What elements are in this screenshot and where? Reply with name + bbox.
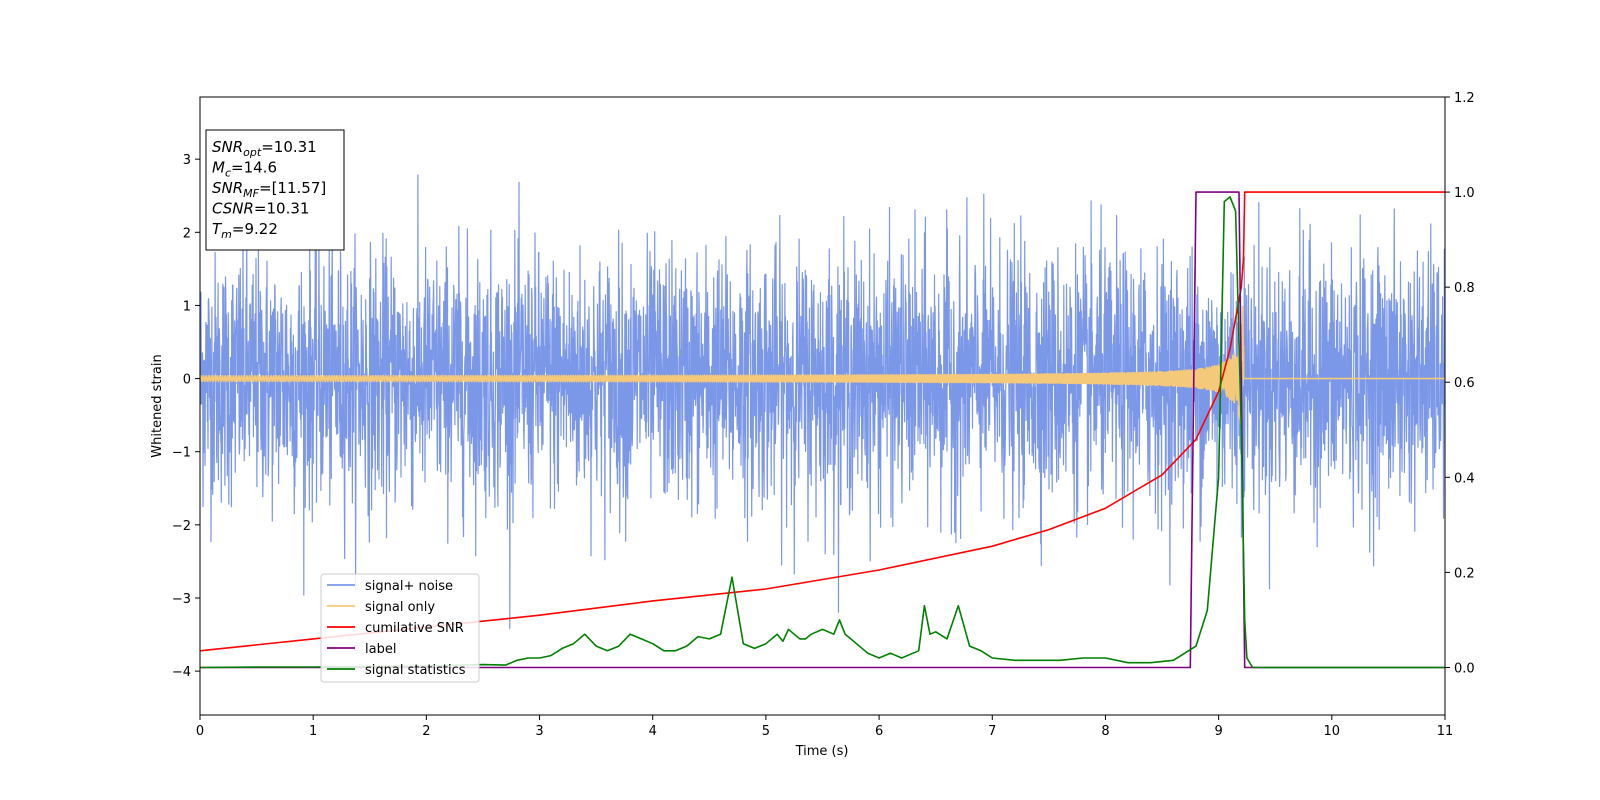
info-symbol: T	[212, 220, 223, 238]
info-symbol: SNR	[212, 138, 243, 156]
info-value: =[11.57]	[259, 179, 326, 197]
x-tick-label: 3	[535, 724, 543, 739]
series-signal-noise-line	[200, 174, 1445, 630]
y2-tick-label: 0.8	[1454, 281, 1475, 296]
y2-tick-label: 1.0	[1454, 186, 1475, 201]
info-box-frame	[205, 129, 345, 251]
plot-frame	[199, 96, 1446, 716]
x-tick-label: 1	[309, 724, 317, 739]
y-axis-right: 0.0 0.2 0.4 0.6 0.8 1.0 1.2	[1445, 91, 1475, 676]
info-subscript: opt	[243, 146, 262, 159]
info-line: CSNR=10.31	[212, 200, 309, 218]
x-axis-label: Time (s)	[795, 744, 849, 759]
info-value: =10.31	[254, 200, 310, 218]
y2-tick-label: 0.4	[1454, 471, 1475, 486]
x-tick-label: 8	[1101, 724, 1109, 739]
series-signal-only-line	[200, 305, 1445, 430]
info-symbol: M	[212, 159, 225, 177]
y-tick-label: −3	[172, 592, 191, 607]
y-axis-label: Whitened strain	[150, 354, 165, 457]
legend-frame	[320, 573, 480, 683]
legend-label: cumilative SNR	[365, 621, 464, 636]
x-tick-label: 4	[649, 724, 657, 739]
y-tick-label: −4	[172, 665, 191, 680]
y2-tick-label: 1.2	[1454, 91, 1475, 106]
x-tick-label: 6	[875, 724, 883, 739]
x-tick-label: 10	[1324, 724, 1341, 739]
info-line: SNRopt=10.31	[212, 138, 317, 159]
legend: signal+ noise signal only cumilative SNR la…	[320, 573, 480, 683]
info-value: =10.31	[261, 138, 317, 156]
legend-label: signal only	[365, 600, 435, 615]
x-tick-label: 0	[196, 724, 204, 739]
legend-label: signal statistics	[365, 663, 466, 678]
info-subscript: c	[225, 167, 231, 180]
y-tick-label: 0	[183, 373, 191, 388]
info-line: Mc=14.6	[212, 159, 277, 180]
y-tick-label: −2	[172, 519, 191, 534]
info-line: Tm=9.22	[212, 220, 278, 241]
info-box: SNRopt=10.31Mc=14.6SNRMF=[11.57]CSNR=10.…	[205, 129, 345, 251]
x-tick-label: 2	[422, 724, 430, 739]
y2-tick-label: 0.6	[1454, 376, 1475, 391]
x-tick-label: 5	[762, 724, 770, 739]
info-line: SNRMF=[11.57]	[212, 179, 326, 200]
y2-tick-label: 0.0	[1454, 661, 1475, 676]
y-tick-label: 3	[183, 153, 191, 168]
info-value: =9.22	[232, 220, 278, 238]
legend-label: label	[365, 642, 396, 657]
series-cumilative-snr-line	[200, 191, 1445, 652]
series-signal-statistics-line	[200, 196, 1445, 669]
x-axis: 0 1 2 3 4 5 6 7 8 9 10 11	[196, 715, 1453, 739]
y-tick-label: 2	[183, 226, 191, 241]
legend-label: signal+ noise	[365, 579, 453, 594]
x-tick-label: 9	[1214, 724, 1222, 739]
info-value: =14.6	[231, 159, 277, 177]
y-tick-label: −1	[172, 446, 191, 461]
info-subscript: MF	[243, 187, 259, 200]
y-tick-label: 1	[183, 299, 191, 314]
y-axis-left: −4 −3 −2 −1 0 1 2 3	[172, 153, 200, 680]
series-layer	[200, 174, 1445, 669]
x-tick-label: 7	[988, 724, 996, 739]
info-subscript: m	[221, 228, 232, 241]
info-symbol: SNR	[212, 179, 243, 197]
y2-tick-label: 0.2	[1454, 566, 1475, 581]
info-symbol: CSNR	[212, 200, 254, 218]
x-tick-label: 11	[1437, 724, 1454, 739]
